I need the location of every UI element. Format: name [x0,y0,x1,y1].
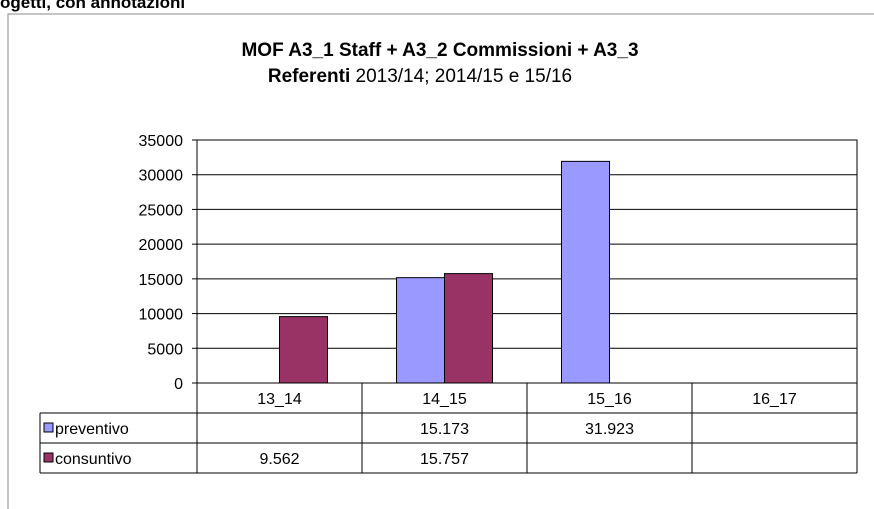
y-tick-label: 15000 [139,272,184,289]
table-value: 15.173 [420,421,469,438]
x-tick-label: 13_14 [257,391,302,408]
y-tick-label: 25000 [139,202,184,219]
bar [279,316,328,384]
legend-label: consuntivo [55,451,132,468]
x-tick-label: 15_16 [587,391,632,408]
bar [561,160,610,384]
table-value: 9.562 [259,451,299,468]
y-tick-label: 30000 [139,168,184,185]
y-tick-label: 10000 [139,307,184,324]
bar [444,273,493,384]
legend-label: preventivo [55,421,129,438]
chart-title: MOF A3_1 Staff + A3_2 Commissioni + A3_3 [241,40,638,61]
y-tick-label: 35000 [139,133,184,150]
header-text: ogetti, con annotazioni [0,0,185,12]
table-value: 31.923 [585,421,634,438]
legend-key [43,422,54,433]
x-tick-label: 14_15 [422,391,467,408]
chart-subtitle: Referenti 2013/14; 2014/15 e 15/16 [268,66,572,87]
table-value: 15.757 [420,451,469,468]
y-tick-label: 0 [174,376,183,393]
x-tick-label: 16_17 [752,391,797,408]
y-tick-label: 20000 [139,237,184,254]
legend-key [43,452,54,463]
subtitle-bold: Referenti [268,66,350,87]
bar [396,277,445,384]
subtitle-text: 2013/14; 2014/15 e 15/16 [356,66,573,87]
y-tick-label: 5000 [147,341,183,358]
